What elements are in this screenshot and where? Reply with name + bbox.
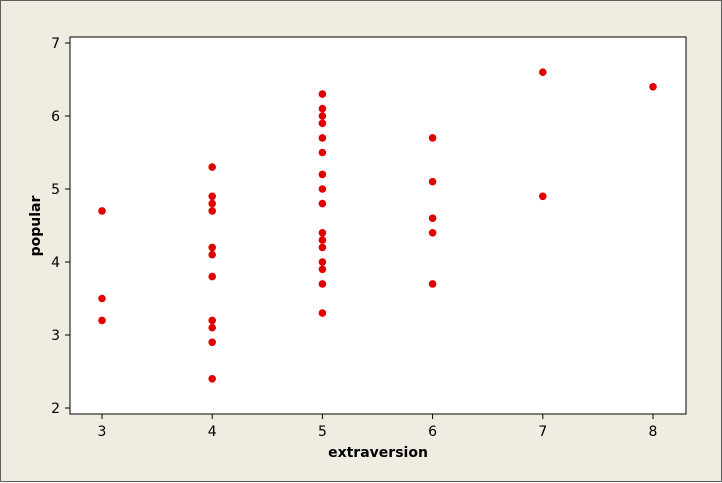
y-tick-label: 5: [51, 182, 60, 198]
data-point: [98, 294, 106, 303]
data-point: [318, 199, 327, 208]
data-point: [318, 119, 327, 128]
y-tick-label: 3: [51, 328, 60, 344]
data-point: [318, 265, 327, 274]
data-point: [318, 104, 327, 113]
data-point: [318, 185, 327, 193]
x-tick-label: 3: [98, 424, 107, 440]
data-point: [318, 309, 327, 317]
data-point: [318, 258, 327, 266]
data-point: [208, 316, 216, 325]
x-tick-label: 5: [318, 424, 327, 440]
data-point: [318, 112, 327, 120]
x-axis-title: extraversion: [328, 445, 428, 461]
x-tick-label: 6: [428, 424, 437, 440]
data-point: [208, 243, 216, 252]
data-point: [208, 250, 216, 259]
data-point: [208, 323, 216, 332]
data-point: [539, 68, 547, 76]
data-point: [318, 243, 327, 252]
data-point: [649, 83, 657, 91]
y-axis-title: popular: [28, 196, 44, 257]
y-tick-label: 6: [51, 109, 60, 125]
data-point: [428, 134, 437, 142]
data-point: [318, 90, 327, 98]
data-point: [208, 192, 216, 201]
y-axis: 2 3 4 5 6 7: [51, 36, 70, 417]
data-point: [208, 163, 216, 171]
y-tick-label: 4: [51, 255, 60, 271]
data-point: [318, 148, 327, 157]
data-points: [98, 68, 657, 383]
data-point: [98, 316, 106, 325]
y-tick-label: 2: [51, 401, 60, 417]
data-point: [428, 280, 437, 288]
data-point: [208, 375, 216, 383]
y-tick-label: 7: [51, 36, 60, 52]
x-axis: 3 4 5 6 7 8: [98, 414, 658, 440]
data-point: [318, 280, 327, 288]
data-point: [318, 229, 327, 237]
data-point: [428, 214, 437, 222]
plot-area: [69, 36, 687, 415]
data-point: [318, 236, 327, 244]
data-point: [208, 199, 216, 208]
x-tick-label: 7: [538, 424, 547, 440]
data-point: [318, 134, 327, 142]
x-tick-label: 8: [649, 424, 658, 440]
data-point: [428, 229, 437, 237]
data-point: [428, 177, 437, 186]
data-point: [318, 170, 327, 179]
data-point: [98, 207, 106, 215]
data-point: [208, 338, 216, 347]
data-point: [208, 272, 216, 281]
x-tick-label: 4: [208, 424, 217, 440]
data-point: [208, 207, 216, 215]
data-point: [539, 192, 547, 201]
